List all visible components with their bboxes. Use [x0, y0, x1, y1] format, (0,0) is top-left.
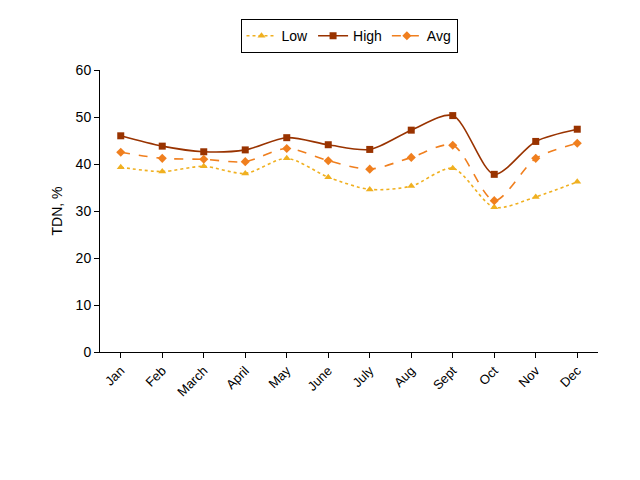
- svg-text:Low: Low: [282, 28, 309, 44]
- svg-text:May: May: [265, 363, 293, 391]
- svg-text:0: 0: [83, 344, 91, 360]
- svg-text:Sept: Sept: [430, 363, 460, 393]
- svg-text:20: 20: [76, 250, 92, 266]
- svg-text:60: 60: [76, 62, 92, 78]
- svg-text:Aug: Aug: [391, 363, 418, 390]
- svg-text:Avg: Avg: [427, 28, 451, 44]
- svg-text:Nov: Nov: [516, 363, 543, 390]
- svg-text:Feb: Feb: [143, 363, 169, 389]
- svg-text:Oct: Oct: [476, 363, 501, 388]
- svg-text:June: June: [304, 363, 335, 394]
- svg-text:30: 30: [76, 203, 92, 219]
- svg-text:50: 50: [76, 109, 92, 125]
- svg-text:High: High: [353, 28, 382, 44]
- svg-text:40: 40: [76, 156, 92, 172]
- svg-text:April: April: [223, 363, 252, 392]
- svg-text:March: March: [174, 363, 210, 399]
- svg-text:10: 10: [76, 297, 92, 313]
- svg-text:TDN, %: TDN, %: [49, 187, 65, 236]
- svg-text:Jan: Jan: [102, 363, 127, 388]
- svg-text:Dec: Dec: [557, 363, 584, 390]
- svg-text:July: July: [350, 363, 377, 390]
